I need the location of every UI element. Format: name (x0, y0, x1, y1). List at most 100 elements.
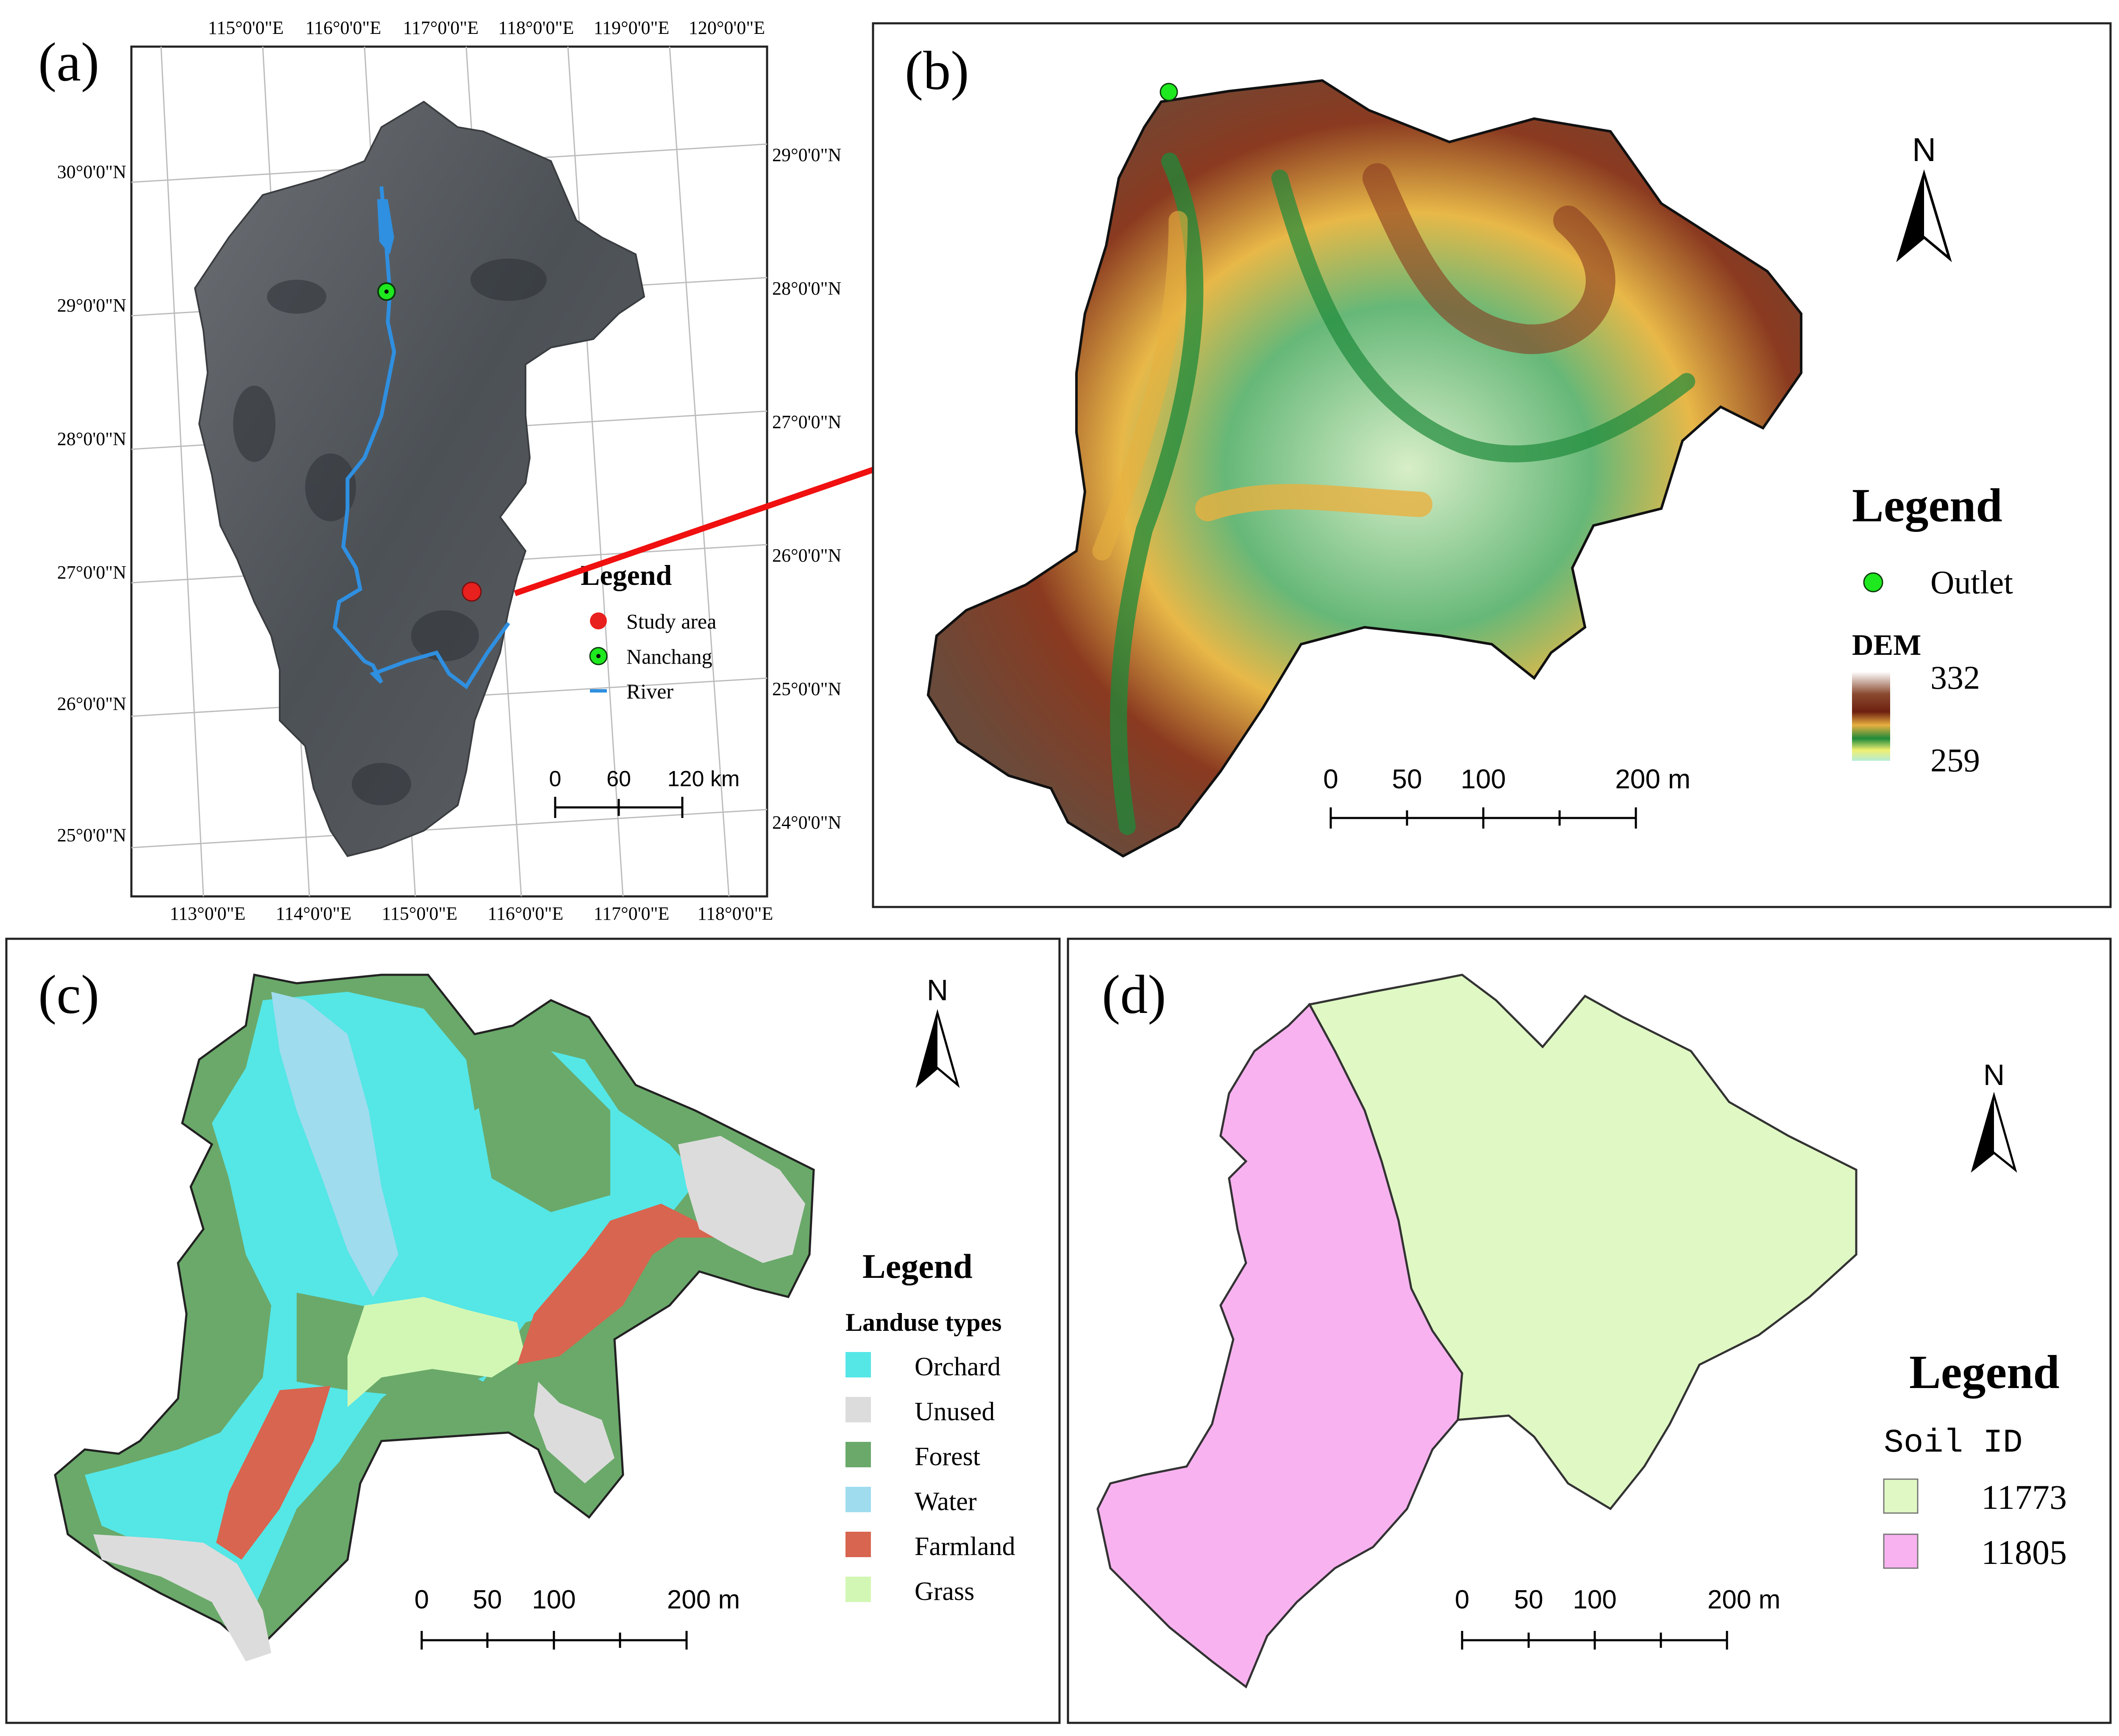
right-tick-label: 25°0'0"N (772, 679, 841, 699)
legend-water-swatch (845, 1487, 871, 1512)
scale-label-zero: 0 (549, 767, 562, 791)
landuse-unused-area (678, 1136, 805, 1263)
landuse-grass-area (348, 1297, 526, 1407)
scale-label-50: 50 (1392, 764, 1422, 794)
panel-b-legend-title: Legend (1852, 479, 2002, 532)
panel-d-legend: Legend Soil ID 11773 11805 (1883, 1346, 2067, 1572)
left-tick-label: 29°0'0"N (57, 295, 126, 316)
landuse-unused-area (93, 1534, 271, 1661)
scale-label-end: 200 m (667, 1585, 740, 1614)
panel-a-label: (a) (38, 32, 99, 93)
top-tick-label: 118°0'0"E (498, 17, 574, 38)
panel-d-legend-subtitle: Soil ID (1884, 1424, 2023, 1462)
scale-label-mid: 60 (606, 767, 631, 791)
landuse-unused-area (534, 1382, 615, 1483)
panel-b-scale-bar: 0 50 100 200 m (1323, 764, 1691, 829)
bottom-tick-label: 115°0'0"E (382, 903, 458, 924)
panel-c-legend-subtitle: Landuse types (845, 1308, 1001, 1336)
panel-b-legend: Legend Outlet DEM 332 259 (1852, 479, 2013, 779)
right-tick-label: 29°0'0"N (772, 145, 841, 165)
panel-c: (c) N Legend Landuse types Orchard (5, 938, 1061, 1724)
panel-b-label: (b) (905, 40, 969, 101)
right-tick-label: 27°0'0"N (772, 412, 841, 432)
bottom-tick-label: 116°0'0"E (488, 903, 564, 924)
panel-a-scale-bar: 0 60 120 km (549, 767, 740, 818)
nanchang-marker-dot (384, 289, 389, 294)
legend-unused-swatch (845, 1397, 871, 1422)
dem-contour-bands (1092, 153, 1695, 835)
legend-soil-11805-label: 11805 (1981, 1533, 2067, 1572)
outlet-marker[interactable] (1160, 83, 1178, 101)
left-tick-label: 25°0'0"N (57, 825, 126, 846)
dem-max-label: 332 (1930, 659, 1980, 696)
legend-nanchang-label: Nanchang (626, 645, 712, 668)
bottom-tick-label: 113°0'0"E (170, 903, 246, 924)
scale-label-100: 100 (1573, 1585, 1616, 1614)
panel-d-legend-title: Legend (1909, 1346, 2060, 1399)
scale-label-100: 100 (1461, 764, 1506, 794)
north-label: N (927, 974, 948, 1007)
legend-farmland-label: Farmland (915, 1532, 1015, 1561)
dem-min-label: 259 (1930, 742, 1980, 779)
satellite-texture (233, 259, 547, 805)
legend-forest-swatch (845, 1442, 871, 1467)
legend-grass-swatch (845, 1577, 871, 1602)
top-tick-label: 115°0'0"E (208, 17, 284, 38)
landuse-farmland-area (216, 1386, 331, 1560)
scale-label-100: 100 (532, 1585, 576, 1614)
panel-c-legend: Legend Landuse types Orchard Unused Fore… (845, 1247, 1015, 1606)
left-tick-labels: 30°0'0"N 29°0'0"N 28°0'0"N 27°0'0"N 26°0… (57, 161, 126, 846)
legend-farmland-swatch (845, 1532, 871, 1557)
panel-d-label: (d) (1102, 964, 1166, 1025)
legend-grass-label: Grass (915, 1577, 974, 1606)
scale-label-50: 50 (473, 1585, 502, 1614)
right-tick-labels: 29°0'0"N 28°0'0"N 27°0'0"N 26°0'0"N 25°0… (772, 145, 841, 833)
legend-study-area-symbol (590, 612, 607, 629)
landuse-water-area (271, 992, 398, 1297)
right-tick-label: 28°0'0"N (772, 278, 841, 299)
legend-soil-11773-swatch (1883, 1478, 1919, 1514)
bottom-tick-labels: 113°0'0"E 114°0'0"E 115°0'0"E 116°0'0"E … (170, 903, 773, 924)
panel-d-scale-bar: 0 50 100 200 m (1455, 1585, 1780, 1650)
panel-b-north-arrow: N (1896, 131, 1952, 262)
scale-label-zero: 0 (1455, 1585, 1469, 1614)
scale-label-end: 200 m (1707, 1585, 1780, 1614)
top-tick-labels: 115°0'0"E 116°0'0"E 117°0'0"E 118°0'0"E … (208, 17, 765, 38)
panel-b: (b) N Legend Outlet DEM 332 259 (872, 22, 2112, 908)
panel-c-scale-bar: 0 50 100 200 m (414, 1585, 740, 1650)
left-tick-label: 30°0'0"N (57, 161, 126, 182)
panel-a: (a) 115°0'0"E 116°0'0"E 117°0'0"E 118 (38, 17, 841, 924)
legend-unused-label: Unused (915, 1397, 995, 1426)
legend-study-area-label: Study area (626, 609, 716, 633)
legend-river-label: River (626, 679, 673, 703)
legend-soil-11773-label: 11773 (1981, 1478, 2067, 1516)
bottom-tick-label: 114°0'0"E (276, 903, 352, 924)
legend-outlet-symbol (1863, 572, 1883, 593)
scale-label-zero: 0 (1323, 764, 1338, 794)
legend-nanchang-dot (596, 654, 601, 658)
right-tick-label: 26°0'0"N (772, 545, 841, 566)
landuse-forest-patch (475, 1051, 610, 1212)
legend-dem-title: DEM (1852, 629, 1921, 662)
scale-label-50: 50 (1514, 1585, 1543, 1614)
panel-d: (d) N Legend Soil ID 11773 11805 0 50 10… (1067, 938, 2112, 1724)
panel-c-north-arrow: N (915, 974, 960, 1088)
soil-11805-area (1096, 1002, 1463, 1689)
panel-c-legend-title: Legend (862, 1247, 973, 1285)
legend-orchard-swatch (845, 1352, 871, 1377)
top-tick-label: 116°0'0"E (306, 17, 381, 38)
north-label: N (1983, 1058, 2005, 1091)
panel-c-label: (c) (38, 964, 99, 1025)
landuse-farmland-area (517, 1204, 720, 1365)
panel-d-north-arrow: N (1971, 1058, 2017, 1173)
legend-orchard-label: Orchard (915, 1352, 1001, 1381)
north-label: N (1912, 131, 1936, 168)
top-tick-label: 117°0'0"E (403, 17, 479, 38)
bottom-tick-label: 117°0'0"E (594, 903, 670, 924)
lake-water (377, 199, 394, 254)
panel-a-legend: Legend Study area Nanchang River (581, 559, 716, 703)
left-tick-label: 28°0'0"N (57, 428, 126, 449)
study-area-marker[interactable] (462, 581, 482, 602)
legend-water-label: Water (915, 1487, 977, 1516)
